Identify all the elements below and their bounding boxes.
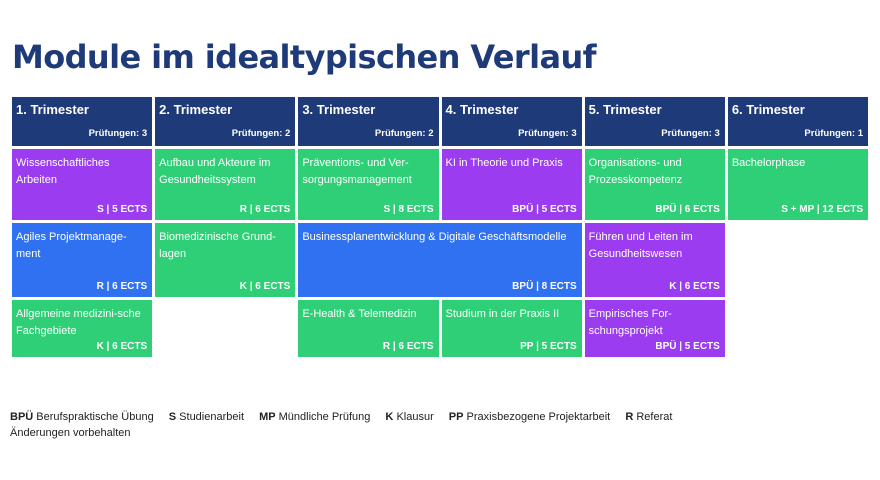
module-card: E-Health & Telemedizin R | 6 ECTS	[298, 300, 439, 357]
module-name: Bachelorphase	[731, 157, 806, 169]
legend-item: S Studienarbeit	[169, 411, 244, 423]
legend-abbr: BPÜ	[10, 411, 34, 423]
legend-abbr: R	[625, 411, 634, 423]
legend-text: Mündliche Prüfung	[278, 411, 371, 423]
module-meta: S + MP | 12 ECTS	[781, 204, 863, 215]
module-card: Führen und Leiten im Gesundheitswesen K …	[584, 223, 725, 297]
module-name: Aufbau und Akteure im Gesundheitssystem	[159, 157, 271, 186]
legend: BPÜ Berufspraktische Übung S Studienarbe…	[10, 411, 684, 423]
module-meta: R | 6 ECTS	[239, 204, 291, 215]
module-grid: 1. Trimester Prüfungen: 3 2. Trimester P…	[12, 97, 868, 357]
module-meta: BPÜ | 6 ECTS	[655, 204, 720, 215]
module-card: Organisations- und Prozesskompetenz BPÜ …	[584, 149, 725, 220]
module-meta: BPÜ | 8 ECTS	[512, 281, 577, 292]
trimester-header-4: 4. Trimester Prüfungen: 3	[441, 97, 582, 146]
trimester-exams: Prüfungen: 3	[88, 128, 148, 139]
module-card: Aufbau und Akteure im Gesundheitssystem …	[155, 149, 296, 220]
module-card: Agiles Projektmanage-ment R | 6 ECTS	[12, 223, 153, 297]
module-name: Allgemeine medizini-sche Fachgebiete	[16, 308, 141, 337]
trimester-header-3: 3. Trimester Prüfungen: 2	[298, 97, 439, 146]
trimester-header-6: 6. Trimester Prüfungen: 1	[727, 97, 868, 146]
module-name: KI in Theorie und Praxis	[445, 157, 563, 169]
module-meta: K | 6 ECTS	[96, 341, 148, 352]
legend-text: Studienarbeit	[179, 411, 244, 423]
module-name: Biomedizinische Grund-lagen	[159, 231, 276, 260]
module-meta: BPÜ | 5 ECTS	[512, 204, 577, 215]
trimester-header-1: 1. Trimester Prüfungen: 3	[12, 97, 153, 146]
module-name: Präventions- und Ver-sorgungsmanagement	[302, 157, 412, 186]
module-name: E-Health & Telemedizin	[302, 308, 417, 320]
module-name: Businessplanentwicklung & Digitale Gesch…	[302, 231, 567, 243]
legend-text: Klausur	[396, 411, 434, 423]
trimester-exams: Prüfungen: 2	[231, 128, 291, 139]
module-card: KI in Theorie und Praxis BPÜ | 5 ECTS	[441, 149, 582, 220]
legend-abbr: K	[385, 411, 394, 423]
module-card: Präventions- und Ver-sorgungsmanagement …	[298, 149, 439, 220]
module-card: Empirisches For-schungsprojekt BPÜ | 5 E…	[584, 300, 725, 357]
legend-item: R Referat	[625, 411, 672, 423]
module-name: Organisations- und Prozesskompetenz	[588, 157, 683, 186]
legend-abbr: MP	[259, 411, 276, 423]
module-card: Wissenschaftliches Arbeiten S | 5 ECTS	[12, 149, 153, 220]
legend-abbr: PP	[448, 411, 464, 423]
legend-item: MP Mündliche Prüfung	[259, 411, 370, 423]
legend-item: PP Praxisbezogene Projektarbeit	[449, 411, 610, 423]
legend-text: Praxisbezogene Projektarbeit	[466, 411, 611, 423]
trimester-label: 1. Trimester	[16, 102, 89, 117]
module-meta: K | 6 ECTS	[669, 281, 720, 292]
module-card: Studium in der Praxis II PP | 5 ECTS	[441, 300, 582, 357]
module-meta: R | 6 ECTS	[96, 281, 148, 292]
trimester-exams: Prüfungen: 3	[661, 128, 720, 139]
disclaimer-note: Änderungen vorbehalten	[10, 427, 131, 439]
trimester-header-5: 5. Trimester Prüfungen: 3	[584, 97, 725, 146]
module-card: Biomedizinische Grund-lagen K | 6 ECTS	[155, 223, 296, 297]
module-meta: PP | 5 ECTS	[520, 341, 577, 352]
trimester-label: 6. Trimester	[731, 102, 805, 117]
module-name: Empirisches For-schungsprojekt	[588, 308, 672, 337]
legend-item: K Klausur	[385, 411, 433, 423]
trimester-header-2: 2. Trimester Prüfungen: 2	[155, 97, 296, 146]
trimester-label: 3. Trimester	[302, 102, 376, 117]
module-name: Studium in der Praxis II	[445, 308, 560, 320]
trimester-exams: Prüfungen: 1	[804, 128, 863, 139]
page-title: Module im idealtypischen Verlauf	[12, 38, 597, 76]
module-meta: S | 5 ECTS	[97, 204, 148, 215]
trimester-label: 5. Trimester	[588, 102, 662, 117]
legend-text: Berufspraktische Übung	[36, 411, 154, 423]
module-card: Businessplanentwicklung & Digitale Gesch…	[298, 223, 582, 297]
module-meta: S | 8 ECTS	[383, 204, 434, 215]
legend-item: BPÜ Berufspraktische Übung	[10, 411, 154, 423]
trimester-exams: Prüfungen: 3	[518, 128, 577, 139]
module-meta: K | 6 ECTS	[239, 281, 291, 292]
module-name: Führen und Leiten im Gesundheitswesen	[588, 231, 693, 260]
trimester-exams: Prüfungen: 2	[374, 128, 434, 139]
trimester-label: 4. Trimester	[445, 102, 519, 117]
module-card: Bachelorphase S + MP | 12 ECTS	[727, 149, 868, 220]
module-card: Allgemeine medizini-sche Fachgebiete K |…	[12, 300, 153, 357]
module-meta: R | 6 ECTS	[382, 341, 434, 352]
legend-abbr: S	[168, 411, 177, 423]
legend-text: Referat	[636, 411, 673, 423]
module-meta: BPÜ | 5 ECTS	[655, 341, 720, 352]
trimester-label: 2. Trimester	[159, 102, 233, 117]
module-name: Wissenschaftliches Arbeiten	[16, 157, 110, 186]
module-name: Agiles Projektmanage-ment	[16, 231, 127, 260]
